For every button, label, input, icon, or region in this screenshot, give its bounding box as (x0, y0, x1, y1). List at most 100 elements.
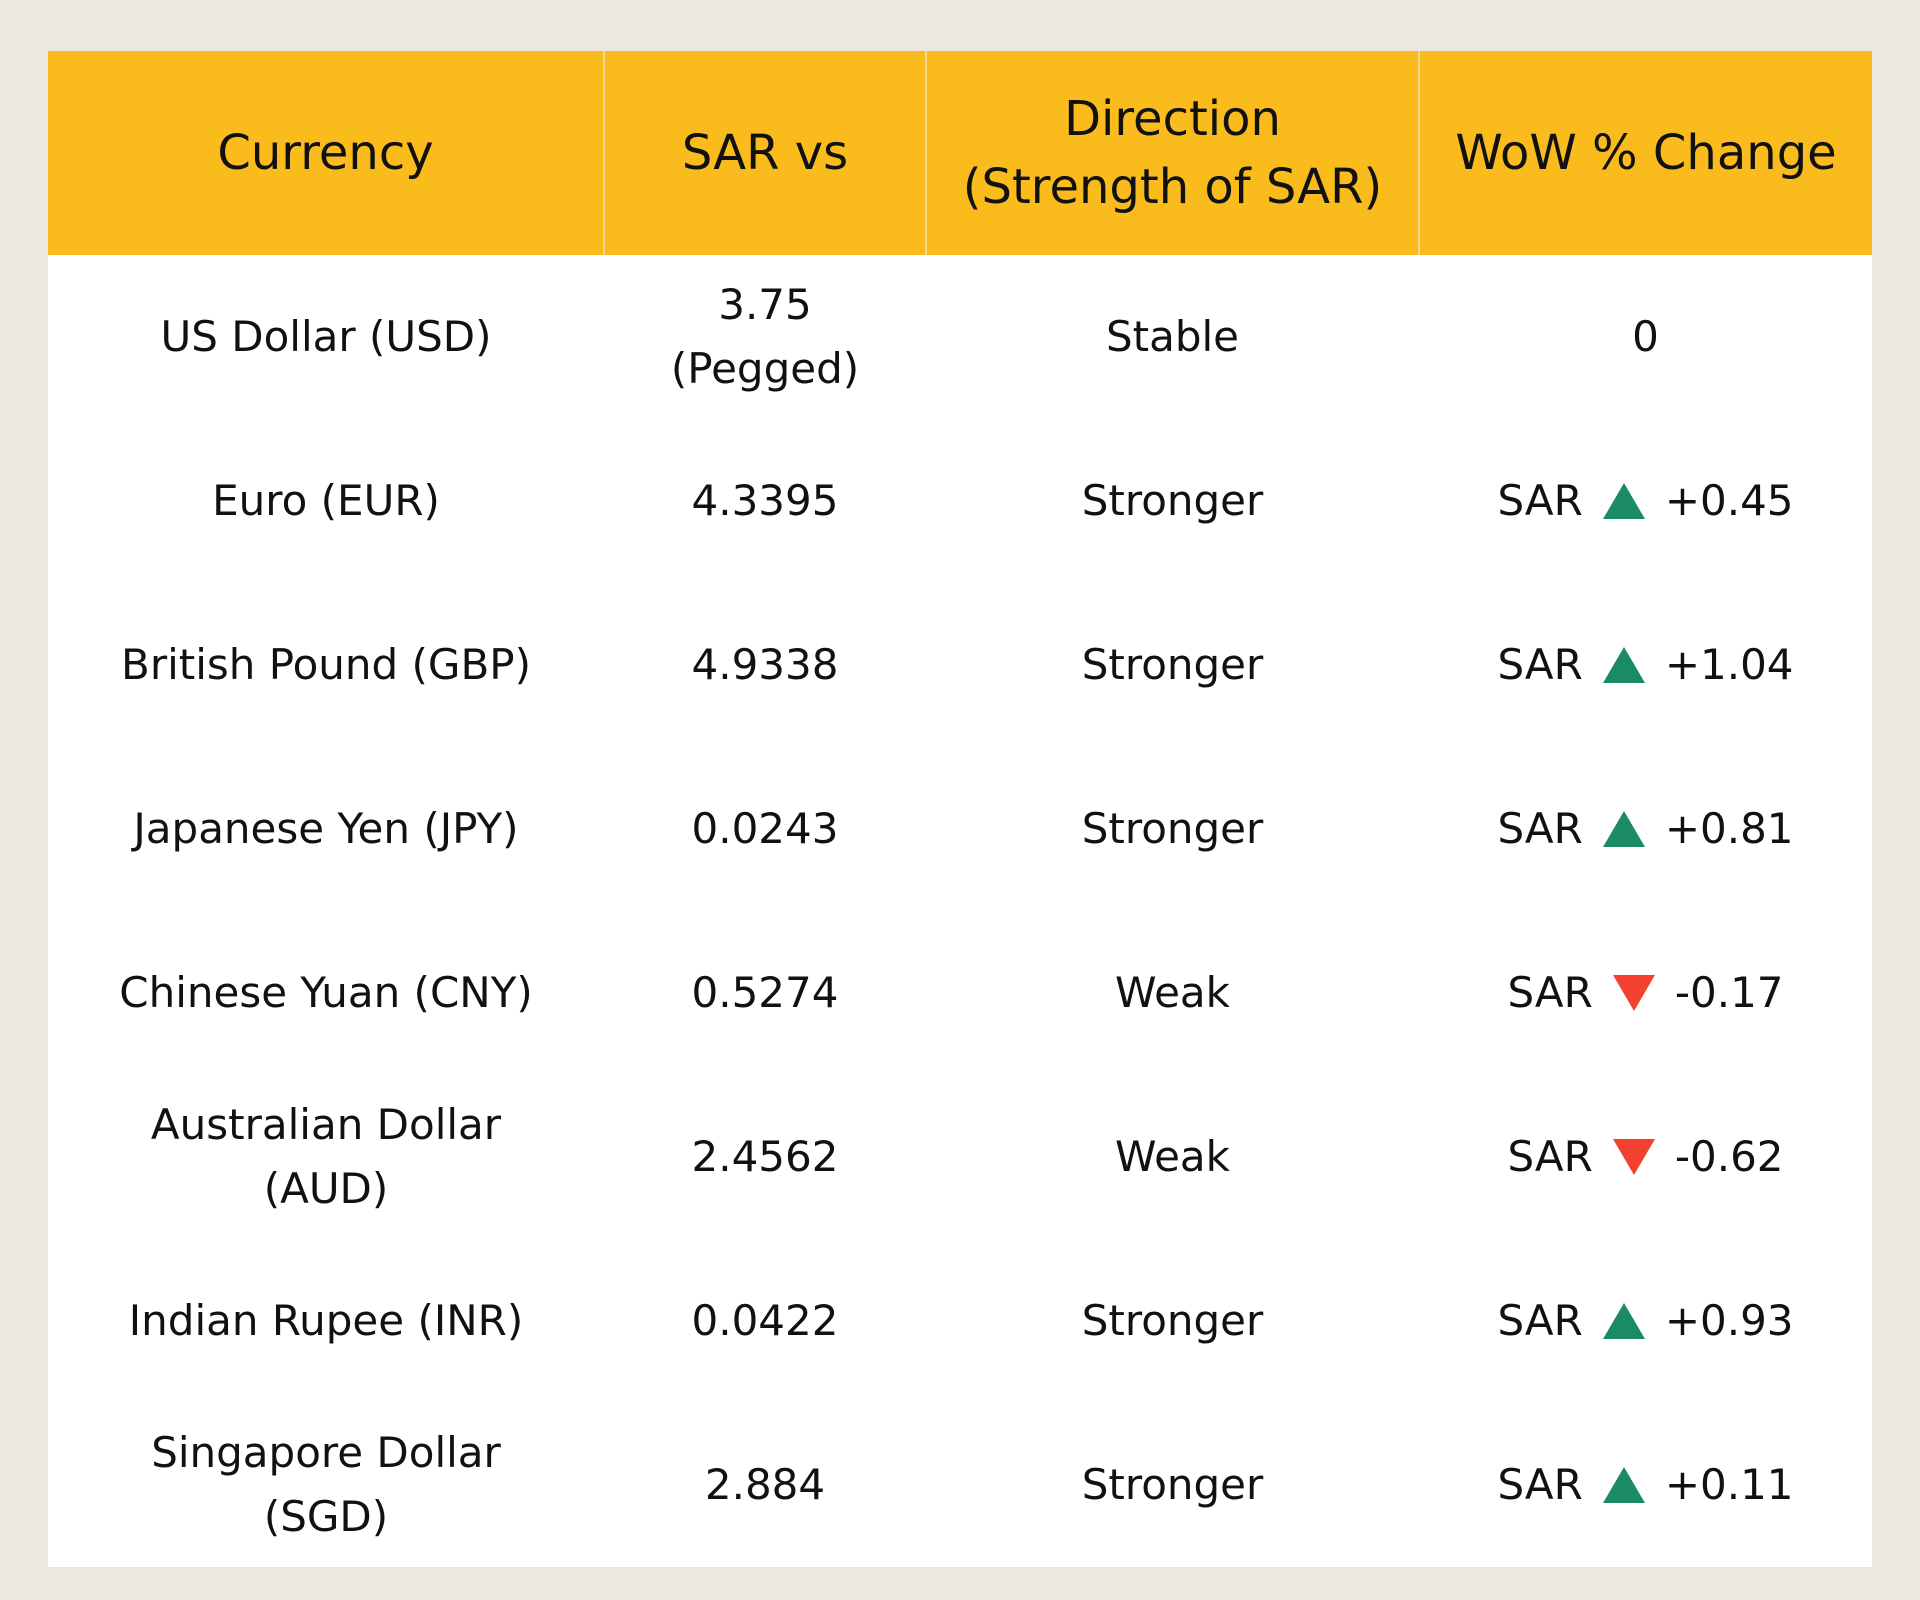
cell-line: Chinese Yuan (CNY) (119, 968, 533, 1017)
table-cell: SAR +0.11 (1419, 1403, 1872, 1567)
table-cell: Japanese Yen (JPY) (48, 747, 604, 911)
table-cell: 2.4562 (604, 1075, 926, 1239)
trend-triangle (1602, 1303, 1645, 1339)
cell-line: Stronger (1081, 804, 1264, 853)
trend-triangle (1602, 1467, 1645, 1503)
table-cell: Stronger (926, 1239, 1419, 1403)
table-cell: US Dollar (USD) (48, 255, 604, 419)
cell-line: 4.9338 (691, 640, 839, 689)
header-cell: Direction (Strength of SAR) (925, 51, 1419, 255)
table-cell: Stable (926, 255, 1419, 419)
cell-line: Stronger (1081, 476, 1264, 525)
header-cell: WoW % Change (1418, 51, 1872, 255)
table-cell: Euro (EUR) (48, 419, 604, 583)
change-prefix: SAR (1507, 968, 1593, 1017)
change-value: +0.45 (1664, 476, 1794, 525)
change-value: +1.04 (1664, 640, 1794, 689)
table-cell: 0.0243 (604, 747, 926, 911)
cell-line: Stable (1105, 312, 1240, 361)
cell-line: Euro (EUR) (212, 476, 440, 525)
header-row: Currency SAR vs Direction (Strength of SAR)… (48, 51, 1872, 255)
cell-line: Stronger (1081, 1460, 1264, 1509)
trend-arrow (1602, 1303, 1645, 1339)
change: SAR +0.11 (1497, 1453, 1793, 1517)
table-cell: Stronger (926, 747, 1419, 911)
table-cell: SAR -0.62 (1419, 1075, 1872, 1239)
change: SAR +0.93 (1497, 1289, 1793, 1353)
cell-line: WoW % Change (1455, 125, 1837, 181)
cell-line: Australian Dollar (150, 1100, 502, 1149)
table-cell: Indian Rupee (INR) (48, 1239, 604, 1403)
header-cell: SAR vs (603, 51, 926, 255)
trend-triangle (1612, 1139, 1655, 1175)
change-prefix: SAR (1507, 1132, 1593, 1181)
cell-line: Stronger (1081, 1296, 1264, 1345)
trend-triangle (1612, 975, 1655, 1011)
trend-arrow (1602, 1467, 1645, 1503)
cell-line: Weak (1115, 1132, 1230, 1181)
cell-line: (SGD) (263, 1492, 389, 1541)
table-row: Singapore Dollar (SGD) 2.884 Stronger SAR +0.… (48, 1403, 1872, 1567)
table-cell: Stronger (926, 419, 1419, 583)
table-cell: Weak (926, 911, 1419, 1075)
cell-line: Weak (1115, 968, 1230, 1017)
change-value: -0.17 (1674, 968, 1784, 1017)
table-cell: SAR +0.45 (1419, 419, 1872, 583)
change-value: -0.62 (1674, 1132, 1784, 1181)
cell-line: Currency (217, 125, 434, 181)
trend-arrow (1602, 647, 1645, 683)
table-cell: 0.0422 (604, 1239, 926, 1403)
table-body: US Dollar (USD) 3.75 (Pegged) Stable 0 Euro (… (48, 255, 1872, 1567)
table-cell: Weak (926, 1075, 1419, 1239)
change-prefix: SAR (1497, 476, 1583, 525)
change: SAR +0.81 (1497, 797, 1793, 861)
change-value: +0.11 (1664, 1460, 1794, 1509)
table-row: British Pound (GBP) 4.9338 Stronger SAR +1.0… (48, 583, 1872, 747)
change: SAR +1.04 (1497, 633, 1793, 697)
change-value: +0.93 (1664, 1296, 1794, 1345)
change: SAR -0.62 (1507, 1125, 1783, 1189)
table-cell: SAR +1.04 (1419, 583, 1872, 747)
cell-line: (AUD) (263, 1164, 389, 1213)
change: 0 (1632, 305, 1659, 369)
trend-triangle (1602, 811, 1645, 847)
table-row: Australian Dollar (AUD) 2.4562 Weak SAR -0.62 (48, 1075, 1872, 1239)
cell-line: Indian Rupee (INR) (128, 1296, 524, 1345)
cell-line: 0.0243 (691, 804, 839, 853)
cell-line: Stronger (1081, 640, 1264, 689)
change-prefix: SAR (1497, 640, 1583, 689)
table-cell: 3.75 (Pegged) (604, 255, 926, 419)
trend-arrow (1612, 1139, 1655, 1175)
table-cell: Australian Dollar (AUD) (48, 1075, 604, 1239)
cell-line: 0.5274 (691, 968, 839, 1017)
trend-arrow (1612, 975, 1655, 1011)
table-cell: SAR +0.93 (1419, 1239, 1872, 1403)
table-cell: 2.884 (604, 1403, 926, 1567)
change-prefix: SAR (1497, 1296, 1583, 1345)
change: SAR +0.45 (1497, 469, 1793, 533)
table-cell: British Pound (GBP) (48, 583, 604, 747)
change-value: 0 (1632, 312, 1659, 361)
change-prefix: SAR (1497, 804, 1583, 853)
cell-line: US Dollar (USD) (160, 312, 492, 361)
table-cell: SAR +0.81 (1419, 747, 1872, 911)
cell-line: 4.3395 (691, 476, 839, 525)
cell-line: 2.4562 (691, 1132, 839, 1181)
trend-arrow (1602, 811, 1645, 847)
table-row: US Dollar (USD) 3.75 (Pegged) Stable 0 (48, 255, 1872, 419)
cell-line: 0.0422 (691, 1296, 839, 1345)
table-cell: Singapore Dollar (SGD) (48, 1403, 604, 1567)
table-cell: 4.3395 (604, 419, 926, 583)
change: SAR -0.17 (1507, 961, 1783, 1025)
cell-line: British Pound (GBP) (121, 640, 531, 689)
cell-line: 3.75 (718, 280, 812, 329)
change-prefix: SAR (1497, 1460, 1583, 1509)
table-cell: SAR -0.17 (1419, 911, 1872, 1075)
table-cell: Stronger (926, 583, 1419, 747)
table-cell: 4.9338 (604, 583, 926, 747)
table-cell: 0 (1419, 255, 1872, 419)
cell-line: Direction (1064, 91, 1281, 147)
cell-line: Singapore Dollar (151, 1428, 501, 1477)
table-row: Japanese Yen (JPY) 0.0243 Stronger SAR +0.81 (48, 747, 1872, 911)
